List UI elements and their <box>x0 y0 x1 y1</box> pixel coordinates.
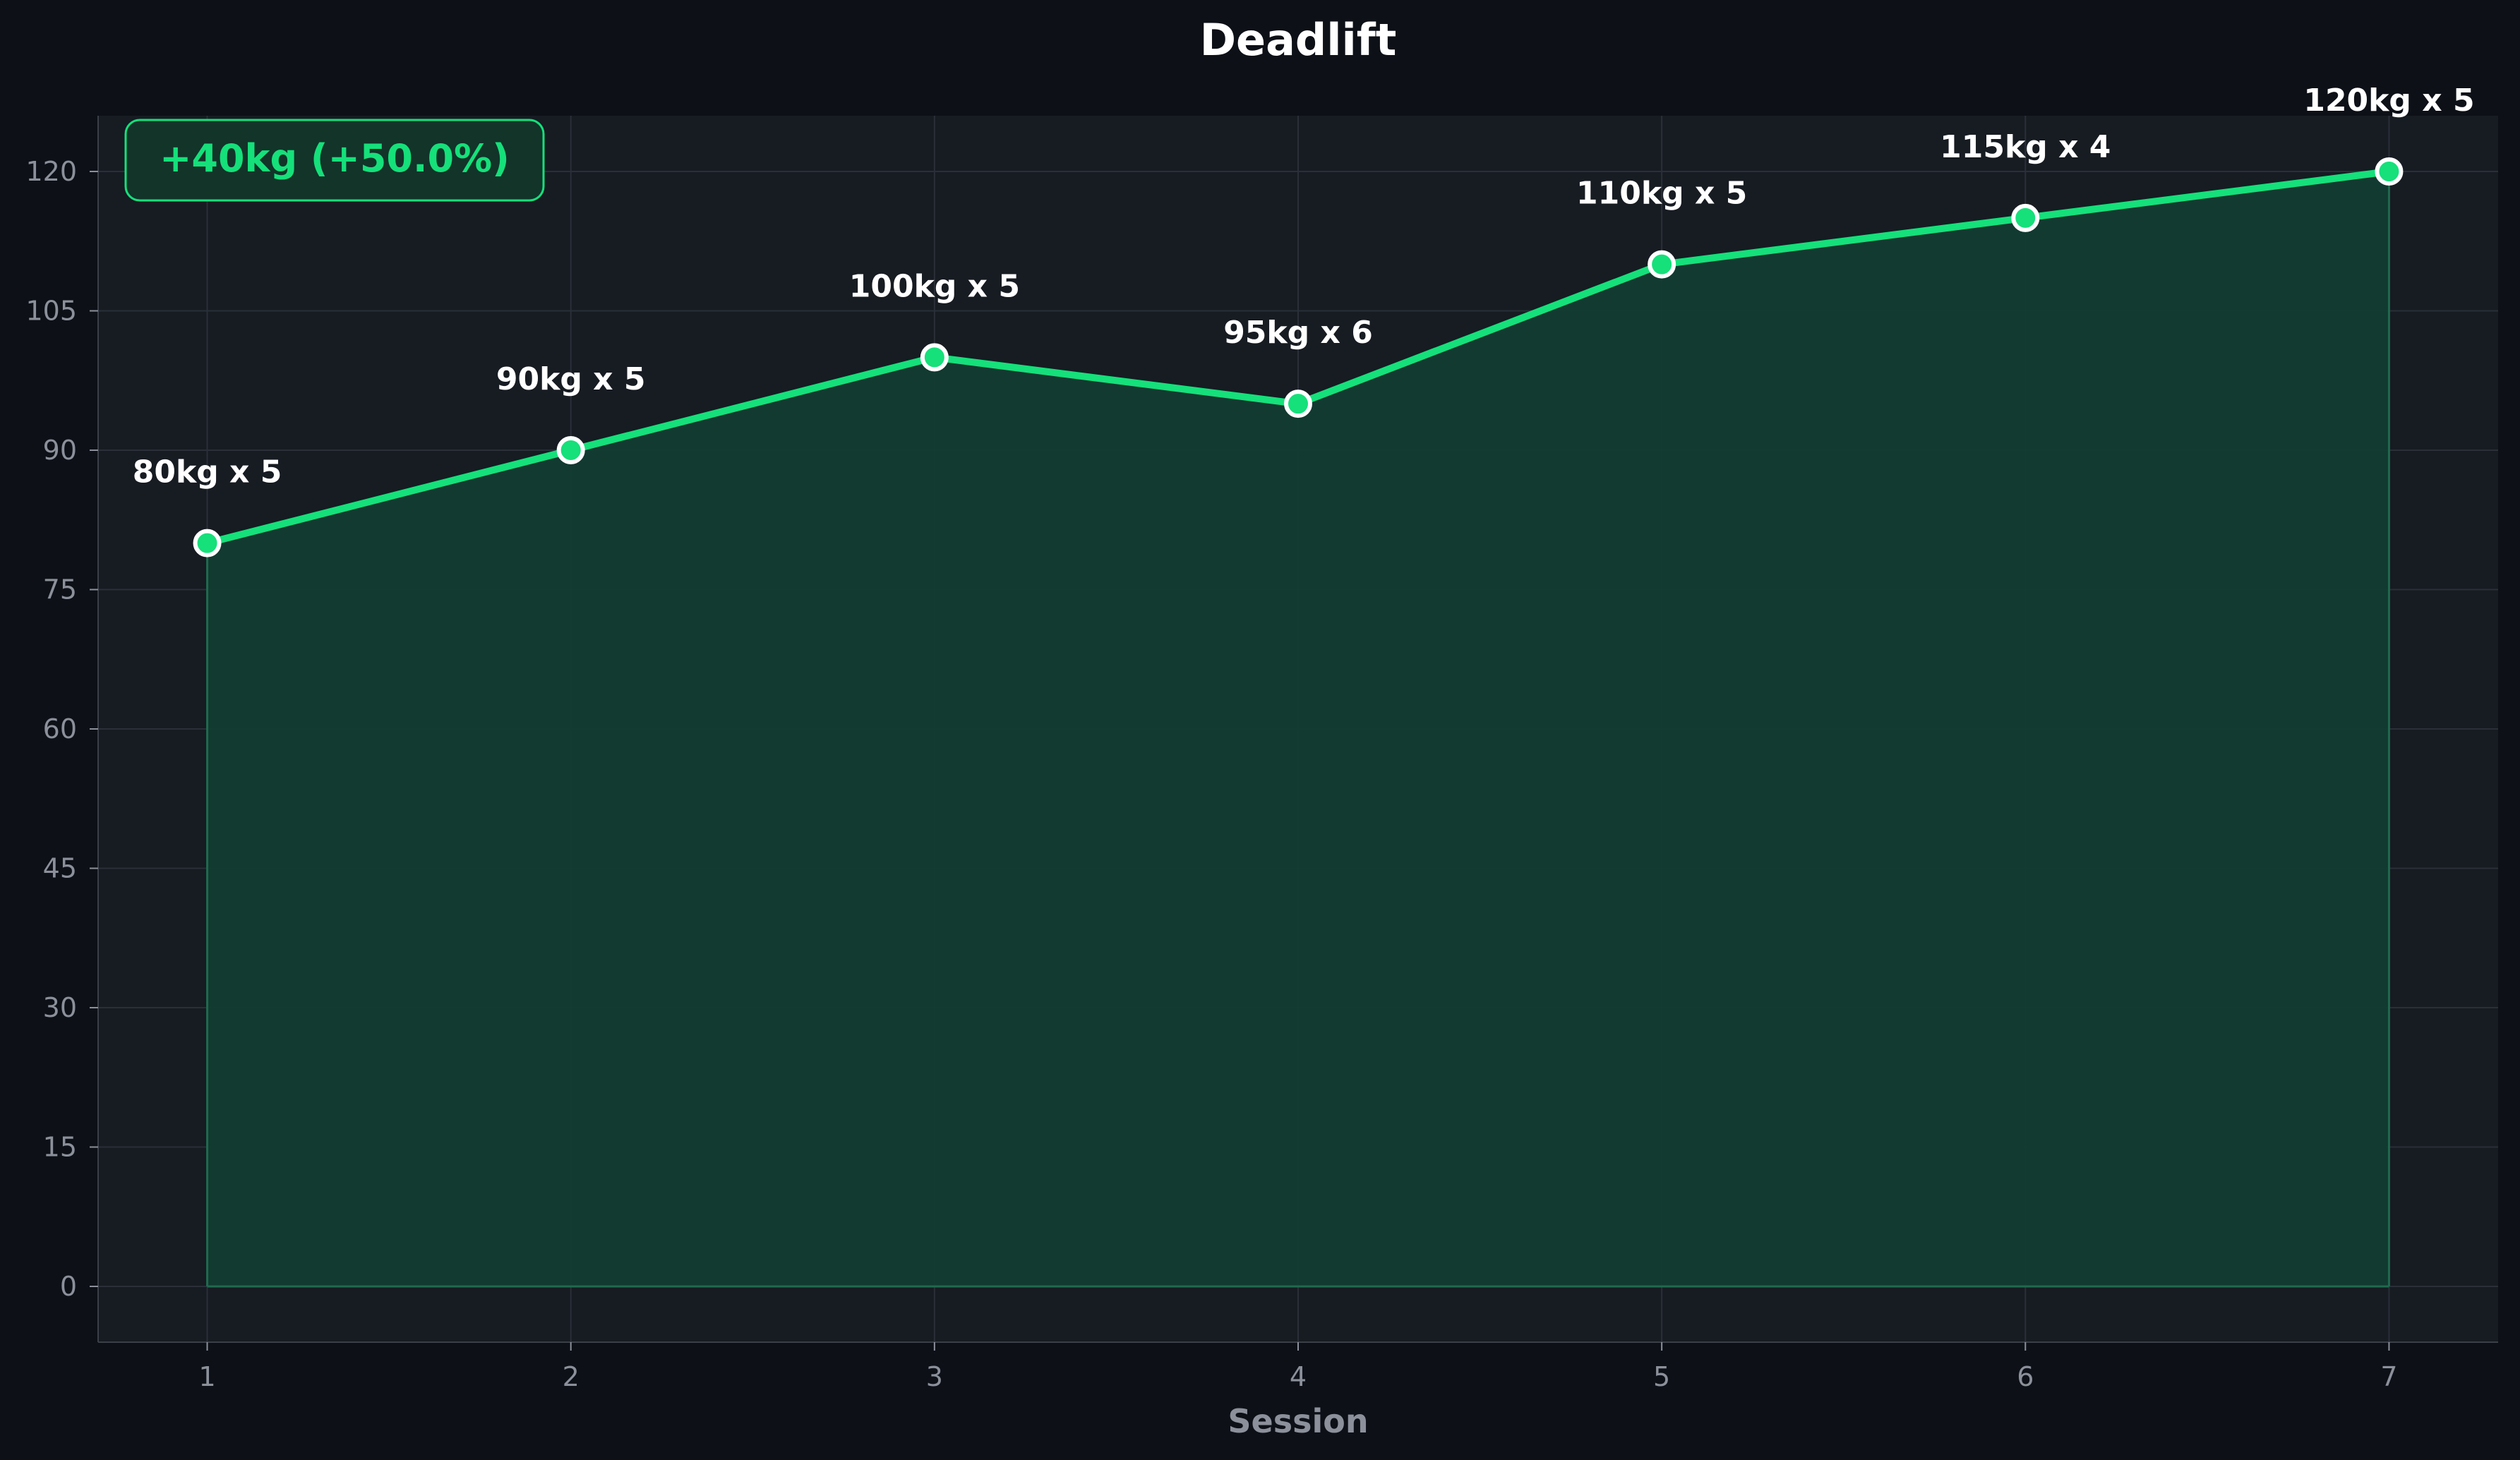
data-label: 100kg x 5 <box>849 268 1020 304</box>
data-point <box>2011 203 2040 232</box>
data-label: 90kg x 5 <box>496 361 646 397</box>
x-tick-label: 3 <box>926 1361 943 1392</box>
x-tick-label: 1 <box>198 1361 215 1392</box>
data-label: 120kg x 5 <box>2303 83 2474 119</box>
area-fill <box>207 171 2389 1286</box>
x-ticks: 1 2 3 4 5 6 7 <box>198 1342 2398 1392</box>
y-tick-label: 60 <box>43 713 77 744</box>
data-label: 80kg x 5 <box>133 454 282 490</box>
x-tick-label: 5 <box>1653 1361 1670 1392</box>
data-point <box>1284 390 1312 418</box>
chart-title: Deadlift <box>1200 14 1397 66</box>
gain-badge-box <box>124 119 545 202</box>
gain-badge-text: +40kg (+50.0%) <box>160 136 510 181</box>
data-point <box>1648 250 1676 279</box>
data-label: 95kg x 6 <box>1223 315 1373 351</box>
y-ticks: 0 15 30 45 60 75 90 105 120 <box>25 156 98 1302</box>
data-label: 115kg x 4 <box>1940 129 2111 165</box>
data-point <box>2375 157 2404 186</box>
data-label: 110kg x 5 <box>1576 176 1747 212</box>
x-tick-label: 6 <box>2017 1361 2034 1392</box>
y-tick-label: 0 <box>60 1271 77 1302</box>
data-points <box>193 157 2404 557</box>
y-tick-label: 90 <box>43 435 77 466</box>
y-tick-label: 15 <box>43 1132 77 1163</box>
x-axis-label: Session <box>1228 1402 1368 1440</box>
x-tick-label: 2 <box>563 1361 580 1392</box>
data-point <box>556 436 585 464</box>
data-point <box>193 529 222 557</box>
y-tick-label: 120 <box>25 156 77 187</box>
data-point <box>920 343 949 372</box>
data-labels: 80kg x 5 90kg x 5 100kg x 5 95kg x 6 110kg x… <box>133 83 2475 490</box>
x-tick-label: 4 <box>1290 1361 1307 1392</box>
gain-badge: +40kg (+50.0%) <box>124 119 545 202</box>
y-tick-label: 30 <box>43 992 77 1023</box>
x-tick-label: 7 <box>2380 1361 2397 1392</box>
y-tick-label: 45 <box>43 853 77 884</box>
y-tick-label: 105 <box>25 296 77 327</box>
y-tick-label: 75 <box>43 574 77 605</box>
